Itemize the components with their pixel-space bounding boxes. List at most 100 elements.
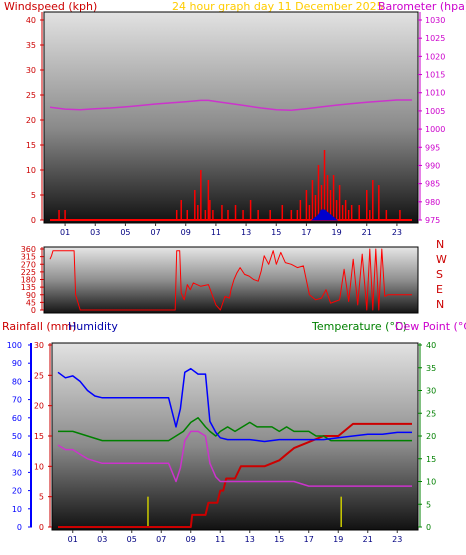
temp-y-tick-label: 20 — [426, 432, 436, 441]
compass-label: N — [436, 298, 444, 311]
humidity-label: Humidity — [68, 320, 118, 333]
dir-y-tick-label: 225 — [21, 268, 36, 277]
x-tick-label: 09 — [181, 228, 191, 237]
temp-y-tick-label: 0 — [426, 523, 431, 532]
compass-label: E — [436, 283, 443, 296]
x-tick-label: 03 — [97, 535, 107, 544]
humidity-line — [57, 367, 412, 443]
baro-y-tick-label: 995 — [425, 143, 440, 152]
x-tick-label: 05 — [127, 535, 137, 544]
rain-mm-y-tick-label: 30 — [34, 341, 44, 350]
barometer-line — [49, 99, 412, 111]
wind-y-tick-label: 30 — [26, 66, 36, 75]
axes-layer: 0510152025303540975980985990995100010051… — [7, 12, 445, 544]
baro-y-tick-label: 1020 — [425, 52, 445, 61]
rain-pct-y-tick-label: 60 — [12, 414, 22, 423]
x-tick-label: 23 — [392, 228, 402, 237]
compass-label: W — [436, 253, 447, 266]
wind-y-tick-label: 40 — [26, 16, 36, 25]
temp-y-tick-label: 30 — [426, 387, 436, 396]
dir-y-tick-label: 270 — [21, 260, 36, 269]
rain-mm-y-tick-label: 0 — [39, 523, 44, 532]
rainfall-line — [58, 422, 412, 528]
x-tick-label: 11 — [215, 535, 225, 544]
rain-pct-y-tick-label: 90 — [12, 359, 22, 368]
rain-pct-y-tick-label: 10 — [12, 505, 22, 514]
temp-y-tick-label: 5 — [426, 500, 431, 509]
dir-y-tick-label: 180 — [21, 276, 36, 285]
baro-y-tick-label: 1005 — [425, 107, 445, 116]
compass-label: S — [436, 268, 443, 281]
dir-y-tick-label: 90 — [26, 291, 36, 300]
x-tick-label: 09 — [186, 535, 196, 544]
baro-y-tick-label: 1015 — [425, 71, 445, 80]
x-tick-label: 13 — [241, 228, 251, 237]
x-tick-label: 19 — [331, 228, 341, 237]
temperature-label: Temperature (°C) — [311, 320, 407, 333]
temp-y-tick-label: 25 — [426, 409, 436, 418]
dir-y-tick-label: 0 — [31, 306, 36, 315]
windspeed-label: Windspeed (kph) — [4, 0, 97, 13]
x-tick-label: 01 — [60, 228, 70, 237]
temp-y-tick-label: 15 — [426, 455, 436, 464]
dewpoint-label: Dew Point (°C) — [395, 320, 466, 333]
baro-y-tick-label: 980 — [425, 198, 440, 207]
baro-y-tick-label: 1000 — [425, 125, 445, 134]
x-tick-label: 17 — [301, 228, 311, 237]
x-tick-label: 03 — [90, 228, 100, 237]
rain-mm-y-tick-label: 10 — [34, 462, 44, 471]
temp-y-tick-label: 40 — [426, 341, 436, 350]
baro-y-tick-label: 1030 — [425, 16, 445, 25]
wind-baro-plot-area — [43, 11, 419, 224]
rainfall-label: Rainfall (mm) — [2, 320, 76, 333]
baro-y-tick-label: 1010 — [425, 89, 445, 98]
rain-mm-y-tick-label: 15 — [34, 432, 44, 441]
temperature-line — [58, 417, 412, 442]
baro-y-tick-label: 990 — [425, 161, 440, 170]
rain-pct-y-tick-label: 100 — [7, 341, 22, 350]
x-tick-label: 01 — [68, 535, 78, 544]
wind-y-tick-label: 5 — [31, 191, 36, 200]
x-tick-label: 23 — [392, 535, 402, 544]
temp-y-tick-label: 35 — [426, 364, 436, 373]
wind-y-tick-label: 20 — [26, 116, 36, 125]
gust-area — [311, 209, 338, 221]
temp-hum-rain-plot-area — [51, 342, 419, 531]
x-tick-label: 11 — [211, 228, 221, 237]
wind-y-tick-label: 10 — [26, 166, 36, 175]
wind-y-tick-label: 0 — [31, 216, 36, 225]
rain-pct-y-tick-label: 30 — [12, 468, 22, 477]
baro-y-tick-label: 975 — [425, 216, 440, 225]
temp-y-tick-label: 10 — [426, 478, 436, 487]
x-tick-label: 21 — [363, 535, 373, 544]
direction-line — [49, 248, 412, 311]
dir-y-tick-label: 360 — [21, 245, 36, 254]
x-tick-label: 07 — [150, 228, 160, 237]
rain-pct-y-tick-label: 50 — [12, 432, 22, 441]
wind-y-tick-label: 35 — [26, 41, 36, 50]
rain-pct-y-tick-label: 40 — [12, 450, 22, 459]
x-tick-label: 15 — [271, 228, 281, 237]
rain-mm-y-tick-label: 25 — [34, 371, 44, 380]
x-tick-label: 05 — [120, 228, 130, 237]
x-tick-label: 21 — [362, 228, 372, 237]
graph-title: 24 hour graph day 11 December 2025 — [172, 0, 384, 13]
baro-y-tick-label: 985 — [425, 180, 440, 189]
rain-mm-y-tick-label: 5 — [39, 493, 44, 502]
x-tick-label: 15 — [274, 535, 284, 544]
wind-y-tick-label: 25 — [26, 91, 36, 100]
rain-pct-y-tick-label: 0 — [17, 523, 22, 532]
dir-y-tick-label: 315 — [21, 253, 36, 262]
dir-y-tick-label: 135 — [21, 283, 36, 292]
rain-pct-y-tick-label: 70 — [12, 396, 22, 405]
rain-pct-y-tick-label: 20 — [12, 487, 22, 496]
baro-y-tick-label: 1025 — [425, 34, 445, 43]
rain-mm-y-tick-label: 20 — [34, 402, 44, 411]
dir-y-tick-label: 45 — [26, 298, 36, 307]
compass-label: N — [436, 238, 444, 251]
x-tick-label: 13 — [245, 535, 255, 544]
dewpoint-line — [57, 430, 412, 487]
x-tick-label: 07 — [156, 535, 166, 544]
